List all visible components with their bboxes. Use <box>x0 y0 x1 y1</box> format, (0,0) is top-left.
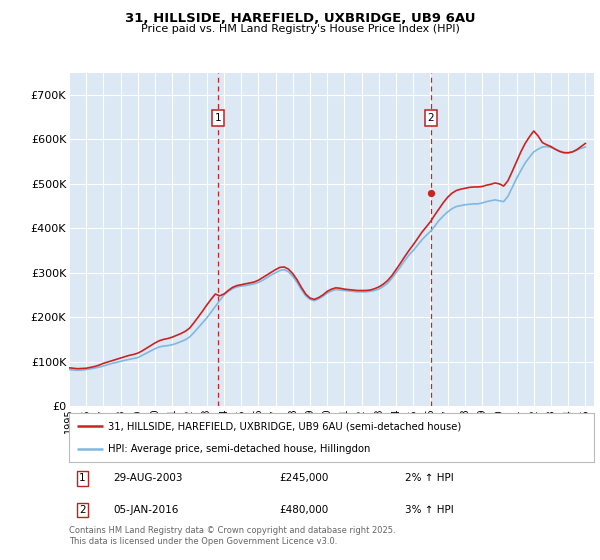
Point <box>426 188 436 197</box>
Text: 1: 1 <box>79 473 85 483</box>
Text: 2% ↑ HPI: 2% ↑ HPI <box>405 473 454 483</box>
Text: 29-AUG-2003: 29-AUG-2003 <box>113 473 183 483</box>
Text: Contains HM Land Registry data © Crown copyright and database right 2025.
This d: Contains HM Land Registry data © Crown c… <box>69 526 395 546</box>
Text: 3% ↑ HPI: 3% ↑ HPI <box>405 505 454 515</box>
Text: Price paid vs. HM Land Registry's House Price Index (HPI): Price paid vs. HM Land Registry's House … <box>140 24 460 34</box>
Text: 2: 2 <box>79 505 85 515</box>
Text: 1: 1 <box>215 113 221 123</box>
Text: £480,000: £480,000 <box>279 505 328 515</box>
Text: HPI: Average price, semi-detached house, Hillingdon: HPI: Average price, semi-detached house,… <box>109 444 371 454</box>
Text: 2: 2 <box>428 113 434 123</box>
Text: 05-JAN-2016: 05-JAN-2016 <box>113 505 179 515</box>
Text: 31, HILLSIDE, HAREFIELD, UXBRIDGE, UB9 6AU: 31, HILLSIDE, HAREFIELD, UXBRIDGE, UB9 6… <box>125 12 475 25</box>
Text: 31, HILLSIDE, HAREFIELD, UXBRIDGE, UB9 6AU (semi-detached house): 31, HILLSIDE, HAREFIELD, UXBRIDGE, UB9 6… <box>109 421 461 431</box>
Text: £245,000: £245,000 <box>279 473 328 483</box>
